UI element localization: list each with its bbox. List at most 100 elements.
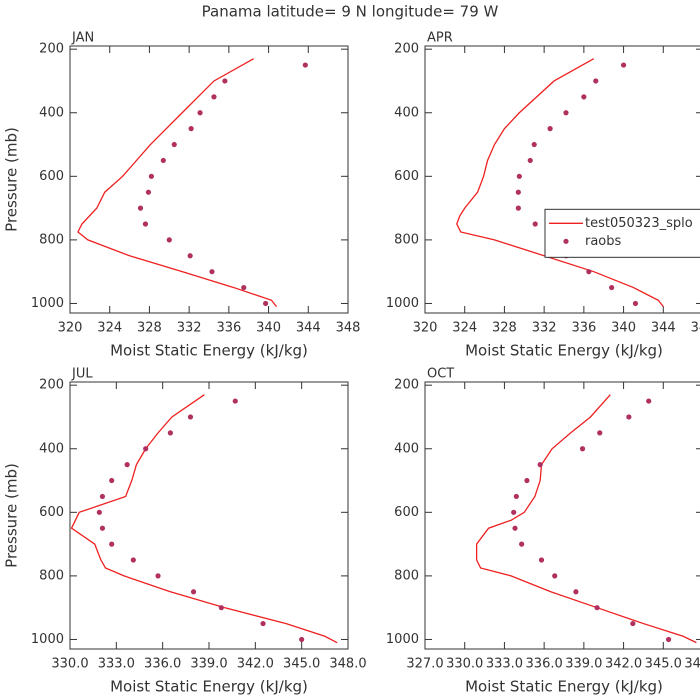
observation-point — [232, 398, 238, 404]
y-tick-label: 600 — [394, 169, 419, 184]
y-tick-label: 800 — [39, 568, 64, 583]
observation-point — [171, 141, 177, 148]
x-tick-label: 330.0 — [446, 657, 483, 672]
y-tick-label: 800 — [394, 232, 419, 247]
x-tick-label: 320 — [58, 321, 83, 336]
x-tick-label: 340 — [256, 321, 281, 336]
panel: JAN 320 324 328 332 336 340 344 348 200 400 600 800 1… — [3, 31, 361, 360]
observation-point — [630, 620, 636, 627]
profile-line — [77, 58, 278, 308]
observation-point — [187, 253, 193, 259]
observation-point — [597, 430, 603, 436]
plot-frame — [424, 381, 700, 650]
observation-point — [167, 430, 173, 436]
x-tick-label: 340 — [611, 321, 636, 336]
panel-title: JAN — [71, 31, 94, 46]
plot-frame — [424, 45, 700, 314]
x-tick-label: 342.0 — [237, 657, 274, 672]
observation-point — [190, 589, 197, 595]
y-tick-label: 600 — [39, 505, 64, 520]
observation-point — [148, 173, 155, 179]
observation-point — [222, 78, 228, 84]
observation-point — [124, 462, 130, 468]
x-tick-label: 328 — [137, 321, 162, 336]
plot-frame — [69, 381, 349, 650]
x-tick-label: 333.0 — [486, 657, 523, 672]
observation-point — [143, 446, 149, 452]
x-tick-label: 345.0 — [645, 657, 682, 672]
x-tick-label: 348.0 — [684, 657, 700, 672]
x-axis-label: Moist Static Energy (kJ/kg) — [110, 678, 308, 696]
observation-point — [538, 557, 545, 563]
y-tick-label: 800 — [394, 568, 419, 583]
observation-point — [515, 205, 521, 211]
observation-point — [99, 525, 106, 531]
y-tick-label: 800 — [39, 232, 64, 247]
observation-point — [209, 269, 215, 275]
x-axis-label: Moist Static Energy (kJ/kg) — [465, 678, 663, 696]
x-tick-label: 348 — [336, 321, 361, 336]
panel: JUL 330.0 333.0 336.0 339.0 342.0 345.0 348.0 20… — [3, 367, 367, 696]
x-tick-label: 345.0 — [283, 657, 320, 672]
observation-point — [187, 414, 194, 420]
observation-point — [519, 541, 525, 547]
observation-point — [527, 157, 533, 164]
observation-point — [96, 509, 102, 515]
observation-point — [547, 126, 553, 132]
observation-point — [563, 110, 569, 116]
x-tick-label: 336.0 — [526, 657, 563, 672]
y-tick-label: 400 — [39, 441, 64, 456]
observation-point — [155, 573, 161, 579]
observation-point — [262, 300, 269, 307]
observation-point — [515, 189, 521, 195]
panel: APR 320 324 328 332 336 340 344 348 200 400 600 800 1… — [386, 31, 700, 360]
x-tick-label: 320 — [413, 321, 438, 336]
observation-point — [166, 237, 172, 243]
observation-point — [646, 398, 652, 404]
observation-point — [632, 300, 639, 307]
observation-point — [609, 284, 615, 291]
observation-point — [512, 525, 518, 531]
y-tick-label: 400 — [39, 105, 64, 120]
observation-point — [109, 541, 115, 547]
observation-point — [142, 221, 149, 227]
observation-point — [516, 173, 522, 179]
observation-point — [586, 269, 592, 275]
y-tick-label: 1000 — [386, 632, 419, 647]
observation-point — [524, 477, 530, 484]
observation-point — [241, 284, 247, 291]
x-tick-label: 344 — [651, 321, 676, 336]
observation-point — [511, 509, 517, 515]
figure-title: Panama latitude= 9 N longitude= 79 W — [202, 3, 499, 21]
legend-box — [544, 208, 700, 258]
x-tick-label: 333.0 — [98, 657, 135, 672]
observation-point — [573, 589, 579, 595]
profile-line — [70, 394, 338, 644]
y-tick-label: 200 — [39, 42, 64, 57]
y-axis-label: Pressure (mb) — [3, 127, 21, 232]
x-tick-label: 339.0 — [190, 657, 227, 672]
x-tick-label: 336 — [571, 321, 596, 336]
observation-point — [99, 493, 106, 500]
observation-point — [537, 462, 543, 468]
y-axis-label: Pressure (mb) — [3, 463, 21, 568]
profile-line — [475, 394, 697, 644]
y-tick-label: 600 — [39, 169, 64, 184]
x-tick-label: 332 — [532, 321, 557, 336]
observation-point — [160, 157, 166, 164]
y-tick-label: 1000 — [386, 296, 419, 311]
x-tick-label: 330.0 — [51, 657, 88, 672]
x-tick-label: 344 — [296, 321, 321, 336]
x-axis-label: Moist Static Energy (kJ/kg) — [465, 342, 663, 360]
observation-point — [579, 446, 586, 452]
observation-point — [299, 636, 305, 643]
observation-point — [552, 573, 558, 579]
observation-point — [130, 557, 136, 563]
x-tick-label: 328 — [492, 321, 517, 336]
x-tick-label: 327.0 — [406, 657, 443, 672]
y-tick-label: 400 — [394, 441, 419, 456]
observation-point — [145, 189, 152, 195]
observation-point — [531, 141, 537, 148]
observation-point — [109, 477, 115, 484]
